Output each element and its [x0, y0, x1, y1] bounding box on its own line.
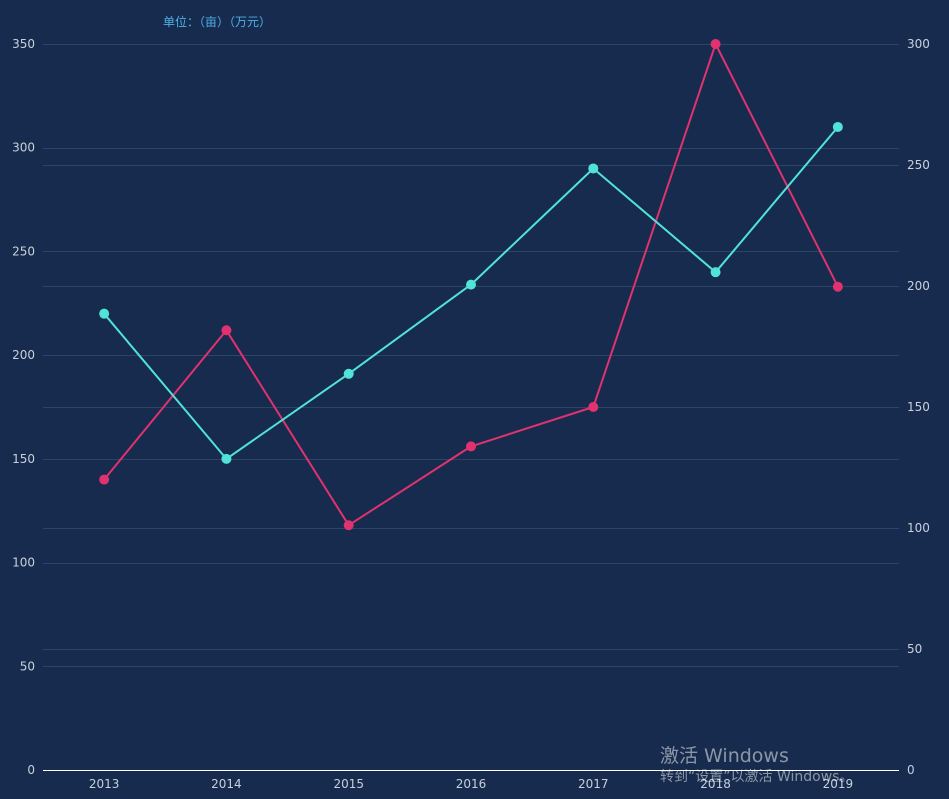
y-left-tick-label: 200 — [12, 348, 35, 362]
series-1-point — [99, 474, 110, 485]
y-right-tick-label: 150 — [907, 400, 930, 414]
y-right-tick-label: 200 — [907, 279, 930, 293]
x-tick-label: 2017 — [578, 777, 609, 791]
y-left-tick-label: 100 — [12, 556, 35, 570]
y-left-tick-label: 150 — [12, 452, 35, 466]
y-right-tick-label: 250 — [907, 158, 930, 172]
x-tick-label: 2019 — [823, 777, 854, 791]
series-1-point — [221, 325, 232, 336]
x-tick-label: 2016 — [456, 777, 487, 791]
y-right-tick-label: 0 — [907, 763, 915, 777]
series-2-point — [343, 368, 354, 379]
series-line-2 — [103, 126, 839, 460]
y-left-tick-label: 350 — [12, 37, 35, 51]
y-left-tick-label: 0 — [27, 763, 35, 777]
series-1-point — [588, 402, 599, 412]
series-2-point — [832, 121, 843, 132]
y-left-tick-label: 300 — [12, 141, 35, 155]
series-2-point — [99, 308, 110, 319]
series-2-point — [588, 163, 599, 174]
unit-label: 单位：（亩）（万元） — [163, 15, 272, 29]
y-right-tick-label: 50 — [907, 642, 922, 656]
series-1-point — [710, 39, 721, 49]
x-tick-label: 2015 — [333, 777, 364, 791]
y-right-tick-label: 100 — [907, 521, 930, 535]
series-1-point — [343, 520, 354, 531]
series-1-point — [832, 281, 843, 292]
watermark-title: 激活 Windows — [660, 745, 789, 767]
y-right-tick-label: 300 — [907, 37, 930, 51]
series-1-point — [466, 441, 476, 452]
y-left-tick-label: 50 — [20, 659, 35, 673]
watermark-subtitle: 转到“设置”以激活 Windows。 — [660, 769, 854, 785]
y-left-tick-label: 250 — [12, 244, 35, 258]
x-tick-label: 2013 — [89, 777, 120, 791]
x-tick-label: 2014 — [211, 777, 242, 791]
series-2-point — [466, 279, 476, 290]
series-2-point — [710, 267, 721, 278]
series-2-point — [221, 453, 232, 464]
windows-activation-watermark: 激活 Windows 转到“设置”以激活 Windows。 — [660, 744, 853, 786]
x-tick-label: 2018 — [700, 777, 731, 791]
